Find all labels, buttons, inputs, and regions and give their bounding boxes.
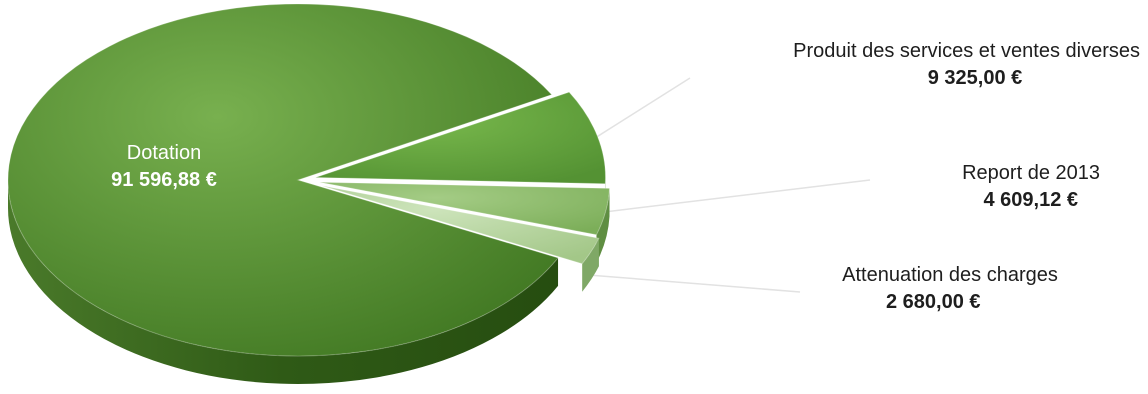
slice-produit-leader-line xyxy=(597,77,691,138)
slice-label-attenuation: Attenuation des charges 2 680,00 € xyxy=(800,262,1100,316)
slice-report-leader-line xyxy=(605,179,871,213)
slice-label-dotation: Dotation 91 596,88 € xyxy=(92,140,236,194)
slice-label-value: 4 609,12 € xyxy=(983,189,1078,211)
slice-report-side xyxy=(596,188,610,263)
slice-label-value: 91 596,88 € xyxy=(111,169,217,191)
slice-attenuation-side xyxy=(582,238,599,292)
leader-lines xyxy=(591,77,871,293)
slice-dotation xyxy=(7,3,559,357)
slice-attenuation xyxy=(321,185,600,265)
slice-attenuation-leader-line xyxy=(591,274,801,293)
slice-label-name: Report de 2013 xyxy=(962,162,1100,184)
slice-label-produit: Produit des services et ventes diverses … xyxy=(660,38,1140,92)
slice-tops xyxy=(7,3,611,357)
slice-produit xyxy=(315,91,606,185)
slice-label-report: Report de 2013 4 609,12 € xyxy=(880,160,1100,214)
slice-dotation-side xyxy=(8,180,559,385)
slice-label-name: Attenuation des charges xyxy=(842,264,1058,286)
slice-label-value: 9 325,00 € xyxy=(927,67,1023,89)
slice-label-name: Produit des services et ventes diverses xyxy=(793,40,1140,62)
slice-report xyxy=(319,181,611,236)
slice-label-name: Dotation xyxy=(126,142,202,164)
slice-label-value: 2 680,00 € xyxy=(886,291,981,313)
